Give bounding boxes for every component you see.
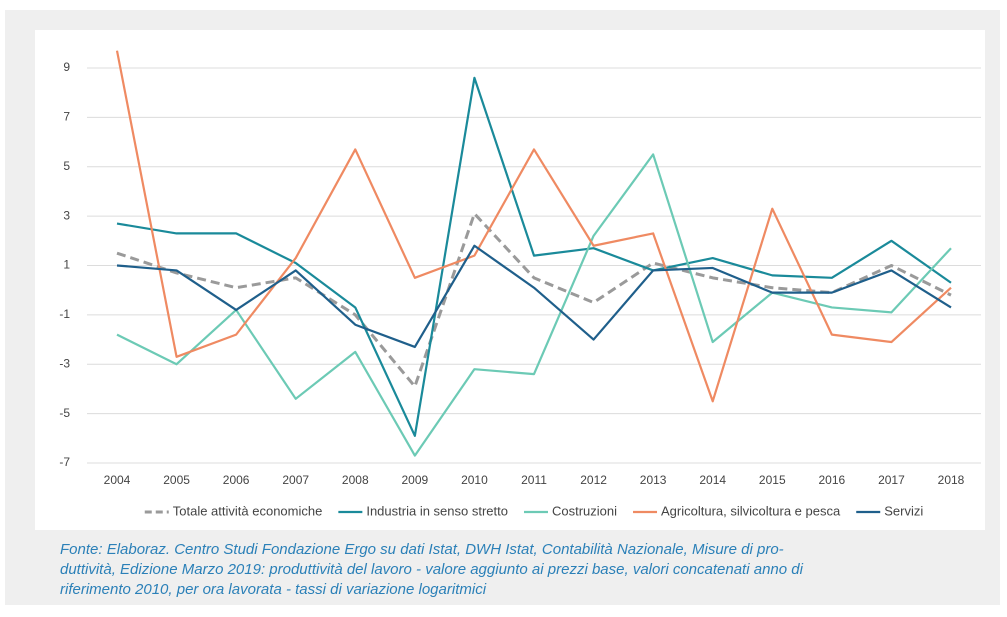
- series-line: [116, 153, 952, 457]
- y-tick-label: 9: [63, 60, 70, 74]
- legend-label: Costruzioni: [552, 503, 617, 518]
- legend-label: Agricoltura, silvicoltura e pesca: [661, 503, 841, 518]
- x-tick-label: 2018: [938, 473, 965, 487]
- x-tick-label: 2015: [759, 473, 786, 487]
- legend-label: Servizi: [884, 503, 923, 518]
- caption-line: Fonte: Elaboraz. Centro Studi Fondazione…: [60, 541, 784, 558]
- x-tick-label: 2012: [580, 473, 607, 487]
- x-tick-label: 2017: [878, 473, 905, 487]
- x-tick-label: 2005: [163, 473, 190, 487]
- y-tick-label: 5: [63, 159, 70, 173]
- x-tick-label: 2016: [819, 473, 846, 487]
- y-tick-label: 3: [63, 208, 70, 222]
- x-tick-label: 2009: [402, 473, 429, 487]
- series-line: [116, 76, 952, 437]
- caption: Fonte: Elaboraz. Centro Studi Fondazione…: [60, 540, 803, 600]
- caption-line: riferimento 2010, per ora lavorata - tas…: [60, 581, 487, 598]
- x-tick-label: 2004: [104, 473, 131, 487]
- caption-line: duttività, Edizione Marzo 2019: produtti…: [60, 561, 803, 578]
- y-tick-label: -5: [59, 406, 70, 420]
- series-line: [116, 244, 952, 349]
- x-tick-label: 2011: [521, 473, 547, 487]
- x-tick-label: 2007: [282, 473, 309, 487]
- legend-label: Totale attività economiche: [173, 503, 323, 518]
- legend-label: Industria in senso stretto: [366, 503, 508, 518]
- x-tick-label: 2013: [640, 473, 667, 487]
- y-tick-label: -3: [59, 356, 70, 370]
- y-tick-label: -7: [59, 455, 70, 469]
- x-tick-label: 2010: [461, 473, 488, 487]
- y-tick-label: -1: [59, 307, 70, 321]
- x-tick-label: 2014: [699, 473, 726, 487]
- x-tick-label: 2008: [342, 473, 369, 487]
- x-tick-label: 2006: [223, 473, 250, 487]
- y-tick-label: 7: [63, 110, 70, 124]
- y-tick-label: 1: [63, 258, 70, 272]
- chart-area: [35, 30, 985, 530]
